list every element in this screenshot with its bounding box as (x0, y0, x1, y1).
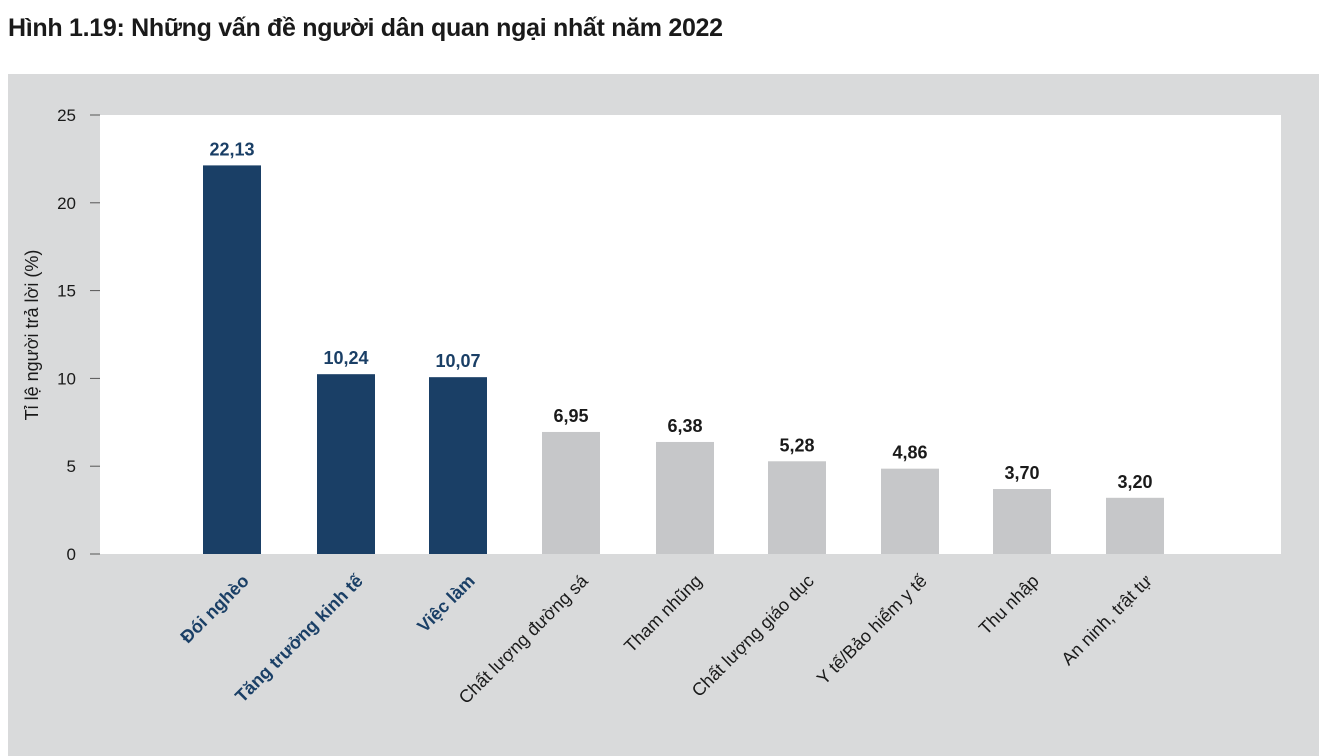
bar (768, 461, 826, 554)
bar (1106, 497, 1164, 554)
y-axis-title: Tỉ lệ người trả lời (%) (22, 250, 42, 421)
value-label: 4,86 (892, 443, 927, 463)
value-label: 10,07 (435, 351, 480, 371)
y-tick-label: 25 (57, 106, 76, 125)
value-label: 3,70 (1004, 463, 1039, 483)
value-labels: 22,13 10,24 10,07 6,95 6,38 5,28 4,86 3,70 3,20 (209, 139, 1152, 491)
y-tick-label: 15 (57, 282, 76, 301)
bar (881, 468, 939, 554)
value-label: 3,20 (1117, 472, 1152, 492)
bar (203, 165, 261, 554)
value-label: 6,95 (553, 406, 588, 426)
bar (317, 374, 375, 554)
bar (993, 489, 1051, 554)
category-label: Tăng trưởng kinh tế (231, 570, 367, 706)
figure-title: Hình 1.19: Những vấn đề người dân quan n… (8, 14, 723, 42)
y-tick-label: 5 (67, 457, 76, 476)
y-tick-label: 20 (57, 194, 76, 213)
category-label: Đói nghèo (176, 571, 252, 647)
bar (542, 431, 600, 554)
category-label: Thu nhập (975, 571, 1043, 639)
bar (429, 377, 487, 554)
value-label: 5,28 (779, 435, 814, 455)
category-label: Chất lượng đường sá (455, 570, 593, 708)
category-label: Y tế/Bảo hiểm y tế (813, 571, 931, 689)
y-axis: 0 5 10 15 20 25 (57, 106, 100, 564)
value-label: 10,24 (323, 348, 368, 368)
category-label: Tham nhũng (620, 571, 706, 657)
bar (656, 441, 714, 554)
y-tick-label: 0 (67, 545, 76, 564)
y-tick-label: 10 (57, 369, 76, 388)
value-label: 6,38 (667, 416, 702, 436)
bars (203, 165, 1164, 554)
category-label: Chất lượng giáo dục (688, 571, 818, 701)
category-label: An ninh, trật tự (1057, 571, 1155, 669)
category-label: Việc làm (413, 571, 479, 637)
value-label: 22,13 (209, 139, 254, 159)
